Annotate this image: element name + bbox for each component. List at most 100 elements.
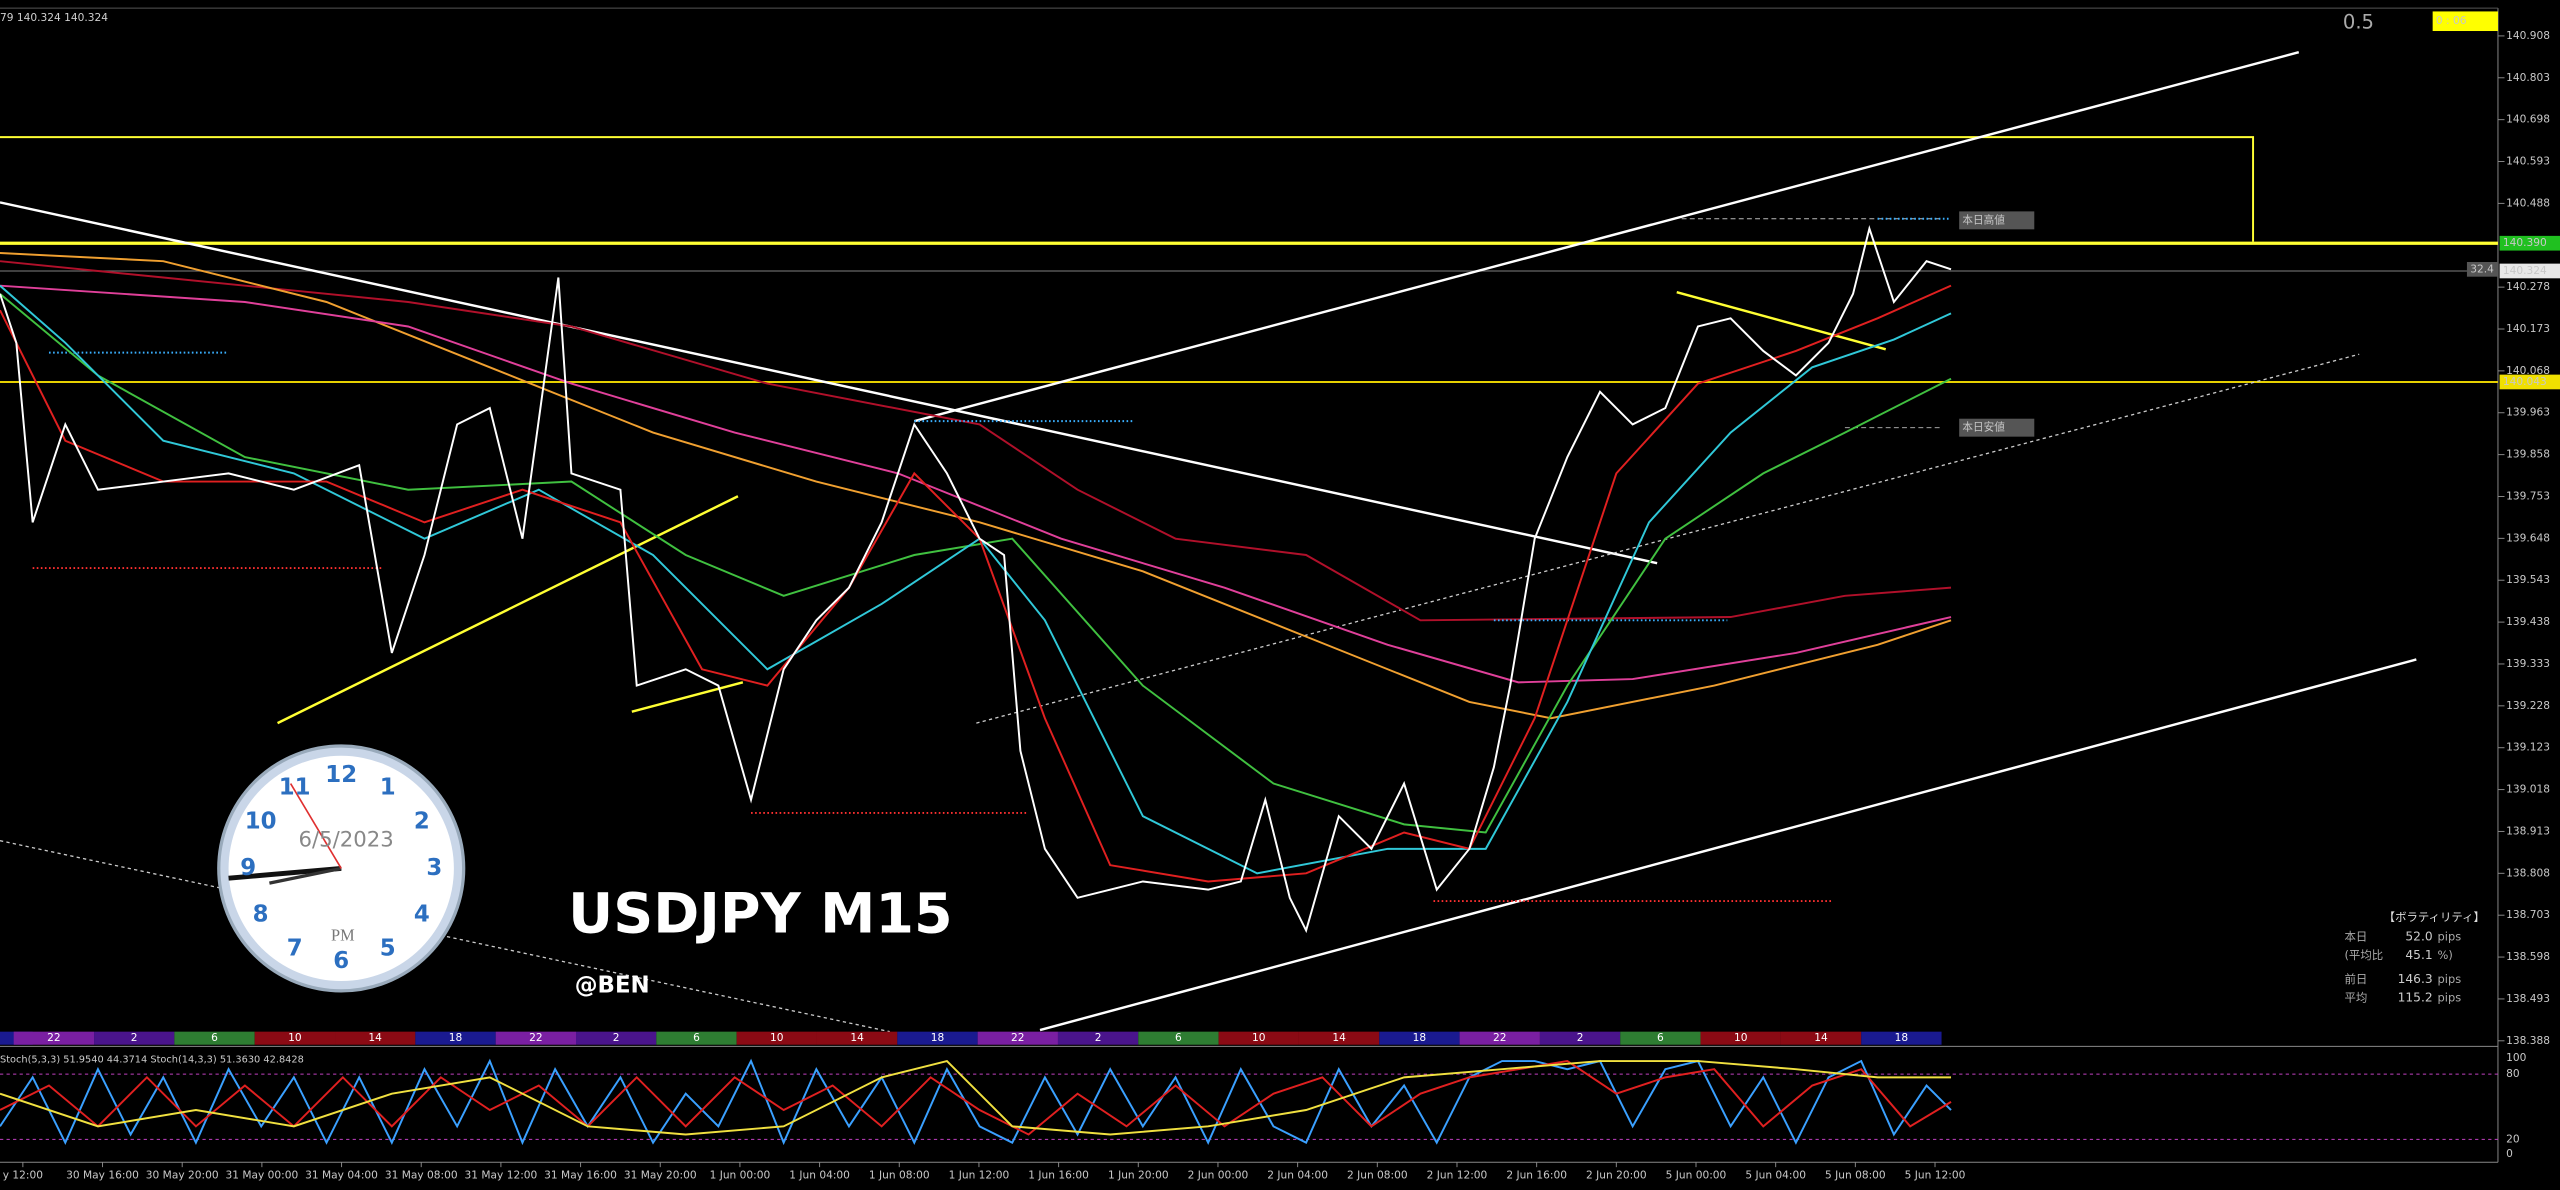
- session-segment: [1539, 1031, 1621, 1045]
- time-label: 1 Jun 16:00: [1028, 1168, 1089, 1181]
- session-segment: [1057, 1031, 1139, 1045]
- current-price-box: [2499, 263, 2560, 279]
- session-label: 22: [1493, 1031, 1507, 1044]
- low-annotation-box: [1959, 418, 2035, 437]
- session-segment: [254, 1031, 336, 1045]
- stoch-level-label: 20: [2506, 1132, 2520, 1145]
- price-label: 139.123: [2506, 741, 2550, 754]
- price-label: 139.228: [2506, 699, 2550, 712]
- timer-box: [2432, 11, 2498, 32]
- clock-number: 10: [245, 808, 277, 834]
- volatility-unit: pips: [2438, 929, 2462, 943]
- time-label: 1 Jun 00:00: [710, 1168, 771, 1181]
- price-label: 139.753: [2506, 489, 2550, 502]
- clock-number: 8: [253, 901, 269, 927]
- time-label: 5 Jun 08:00: [1825, 1168, 1886, 1181]
- stoch-legend: Stoch(5,3,3) 51.9540 44.3714 Stoch(14,3,…: [0, 1054, 304, 1065]
- clock-number: 2: [414, 808, 430, 834]
- price-label: 140.278: [2506, 280, 2550, 293]
- high-annotation-box: [1959, 211, 2035, 230]
- price-label: 140.908: [2506, 29, 2550, 42]
- session-segment: [94, 1031, 175, 1045]
- session-label: 6: [1175, 1031, 1182, 1044]
- price-label: 139.018: [2506, 783, 2550, 796]
- time-label: 2 Jun 20:00: [1586, 1168, 1647, 1181]
- time-label: 31 May 12:00: [465, 1168, 538, 1181]
- price-label: 139.858: [2506, 448, 2550, 461]
- moving-average: [0, 284, 1952, 875]
- session-label: 6: [211, 1031, 218, 1044]
- marker-box: [2466, 261, 2498, 277]
- step-line: [0, 260, 1952, 622]
- volatility-unit: %): [2438, 948, 2453, 962]
- time-label: 2 Jun 12:00: [1427, 1168, 1488, 1181]
- time-label: 2 Jun 08:00: [1347, 1168, 1408, 1181]
- time-label: 1 Jun 08:00: [869, 1168, 930, 1181]
- session-segment: [335, 1031, 416, 1045]
- time-label: 31 May 16:00: [544, 1168, 617, 1181]
- dotted-line: [0, 840, 890, 1033]
- session-label: 18: [449, 1031, 463, 1044]
- session-segment: [1459, 1031, 1540, 1045]
- session-label: 2: [613, 1031, 620, 1044]
- session-segment: [656, 1031, 737, 1045]
- yellow-line: [631, 681, 744, 713]
- time-label: 2 Jun 04:00: [1267, 1168, 1328, 1181]
- time-label: 2 Jun 16:00: [1506, 1168, 1567, 1181]
- time-label: 1 Jun 12:00: [949, 1168, 1010, 1181]
- volatility-title: 【ボラティリティ】: [2384, 910, 2485, 924]
- stoch-level-label: 0: [2506, 1147, 2513, 1160]
- clock-number: 7: [287, 936, 303, 962]
- session-label: 14: [1814, 1031, 1828, 1044]
- volatility-label: 前日: [2344, 972, 2367, 986]
- volatility-value: 115.2: [2398, 991, 2433, 1005]
- session-label: 22: [47, 1031, 61, 1044]
- session-segment: [1298, 1031, 1380, 1045]
- volatility-label: 本日: [2344, 929, 2367, 943]
- clock-number: 11: [279, 774, 311, 800]
- clock-number: 9: [240, 855, 256, 881]
- moving-average: [0, 252, 1952, 720]
- resistance-zone: [0, 136, 2255, 242]
- price-label: 140.173: [2506, 322, 2550, 335]
- volatility-unit: pips: [2438, 991, 2462, 1005]
- hour-hand: [228, 865, 342, 881]
- session-segment: [1138, 1031, 1219, 1045]
- price-label: 138.913: [2506, 824, 2550, 837]
- low-price-box: [2499, 374, 2560, 390]
- session-label: 2: [131, 1031, 138, 1044]
- time-label: 1 Jun 04:00: [789, 1168, 850, 1181]
- session-label: 18: [1413, 1031, 1427, 1044]
- moving-average: [0, 284, 1952, 684]
- stoch-level-label: 80: [2506, 1067, 2520, 1080]
- clock-period: PM: [331, 926, 355, 945]
- clock-number: 6: [333, 948, 349, 974]
- session-segment: [1379, 1031, 1460, 1045]
- session-label: 14: [850, 1031, 864, 1044]
- high-annotation: 本日高値: [1962, 213, 2005, 226]
- session-segment: [13, 1031, 95, 1045]
- session-label: 18: [1895, 1031, 1909, 1044]
- price-label: 139.438: [2506, 615, 2550, 628]
- volatility-value: 146.3: [2398, 972, 2433, 986]
- time-label: 31 May 00:00: [225, 1168, 298, 1181]
- clock-number: 3: [426, 855, 442, 881]
- time-label: 31 May 20:00: [624, 1168, 697, 1181]
- session-label: 10: [1252, 1031, 1266, 1044]
- volatility-value: 45.1: [2405, 948, 2432, 962]
- moving-average: [0, 293, 1952, 834]
- session-segment: [495, 1031, 576, 1045]
- price-label: 139.543: [2506, 573, 2550, 586]
- session-segment: [1218, 1031, 1299, 1045]
- author: @BEN: [575, 972, 650, 998]
- price-label: 140.803: [2506, 71, 2550, 84]
- session-segment: [897, 1031, 978, 1045]
- stoch-line: [0, 1058, 1952, 1146]
- clock: [217, 744, 466, 993]
- clock-date: 6/5/2023: [298, 828, 393, 853]
- clock-number: 5: [380, 936, 396, 962]
- time-label: 2 Jun 00:00: [1188, 1168, 1249, 1181]
- session-label: 14: [1332, 1031, 1346, 1044]
